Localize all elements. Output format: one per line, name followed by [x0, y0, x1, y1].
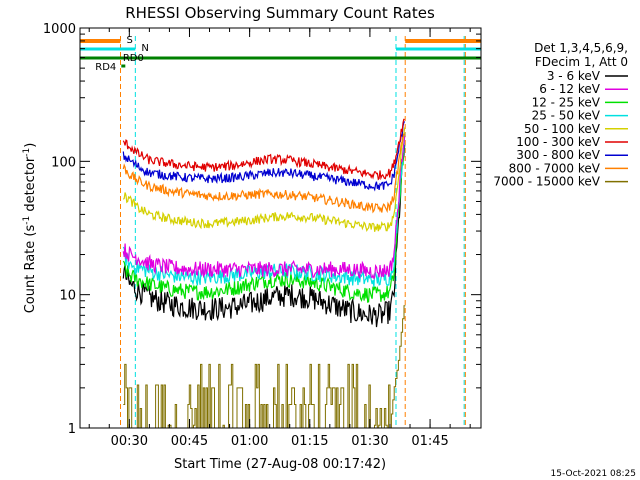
series-line-0	[122, 144, 406, 328]
legend-label: 12 - 25 keV	[532, 95, 601, 109]
x-tick-label: 00:30	[111, 434, 148, 449]
legend-label: 7000 - 15000 keV	[493, 175, 600, 189]
status-bar-label: RD0	[123, 53, 144, 64]
plot-frame	[79, 27, 482, 429]
vertical-markers	[120, 36, 466, 428]
legend-label: 800 - 7000 keV	[509, 161, 601, 175]
series-line-7	[122, 133, 406, 214]
series-line-6	[122, 121, 406, 192]
series-line-4	[122, 127, 406, 233]
legend-label: 100 - 300 keV	[516, 135, 600, 149]
axis-ticks: 1 10 100 1000 00:30 00:45 01:00 01:15 01:30 01:45	[43, 22, 481, 449]
status-bar-label: N	[141, 43, 148, 54]
series-line-1	[122, 136, 406, 280]
chart-title: RHESSI Observing Summary Count Rates	[125, 4, 435, 22]
x-tick-label: 01:15	[291, 434, 328, 449]
legend-label: 25 - 50 keV	[532, 109, 601, 123]
legend-label: 50 - 100 keV	[524, 122, 601, 136]
series-line-5	[122, 118, 405, 181]
legend-label: 6 - 12 keV	[539, 82, 601, 96]
x-tick-label: 01:30	[351, 434, 388, 449]
series-line-8	[123, 305, 406, 429]
svg-text:Count Rate (s-1 detector-1): Count Rate (s-1 detector-1)	[22, 143, 38, 314]
series-lines	[122, 118, 406, 429]
y-axis-label: Count Rate (s-1 detector-1)	[22, 143, 38, 314]
status-bar-label: RD4	[95, 62, 116, 73]
y-tick-label: 1000	[43, 22, 76, 37]
legend-label: 300 - 800 keV	[516, 148, 600, 162]
series-line-3	[122, 132, 406, 287]
x-tick-label: 01:45	[411, 434, 448, 449]
footer-timestamp: 15-Oct-2021 08:25	[551, 469, 636, 479]
legend-label: 3 - 6 keV	[547, 69, 601, 83]
legend-header-line-2: FDecim 1, Att 0	[535, 55, 628, 69]
x-tick-label: 01:00	[231, 434, 268, 449]
y-tick-label: 100	[51, 155, 76, 170]
y-tick-label: 1	[68, 422, 76, 437]
y-tick-label: 10	[59, 289, 76, 304]
legend-header-line-1: Det 1,3,4,5,6,9,	[534, 41, 628, 55]
series-line-2	[122, 143, 405, 303]
x-tick-label: 00:45	[171, 434, 208, 449]
legend: Det 1,3,4,5,6,9, FDecim 1, Att 0 3 - 6 k…	[493, 41, 628, 189]
x-axis-label: Start Time (27-Aug-08 00:17:42)	[174, 457, 386, 472]
status-bar-label: S	[127, 35, 133, 46]
